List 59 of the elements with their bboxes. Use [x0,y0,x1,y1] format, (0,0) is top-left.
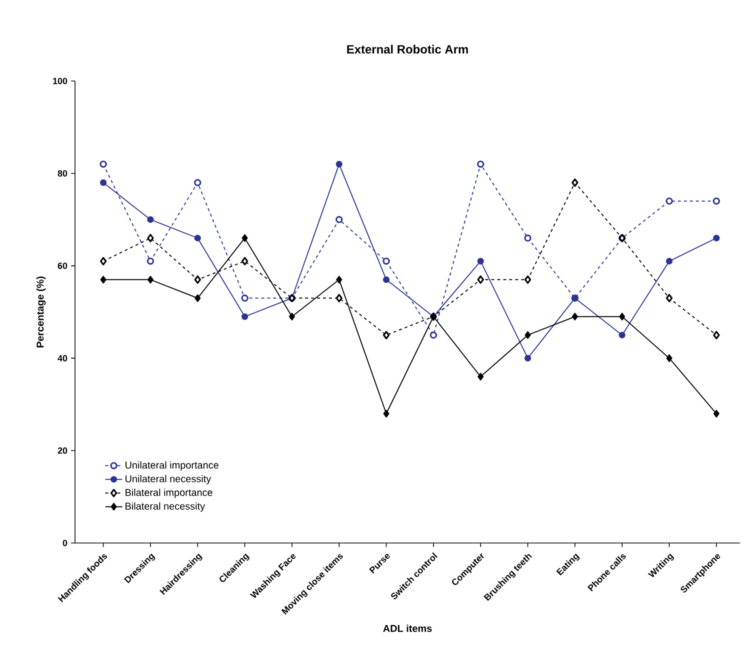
point [242,313,248,320]
point [382,330,390,340]
y-tick-label: 60 [58,262,68,269]
point [524,354,532,362]
point [477,275,484,284]
point [524,331,531,339]
point [100,256,107,266]
point [713,234,720,242]
point [336,160,342,168]
point [382,276,390,283]
point [241,294,248,302]
point [194,234,201,242]
point [241,256,248,266]
point [383,410,390,418]
point [572,312,578,321]
point [336,276,342,284]
point [430,332,438,339]
point [619,312,626,321]
point [666,294,673,302]
point [524,275,532,284]
point [288,312,295,321]
point [666,354,672,362]
x-axis-title: ADL items [383,624,432,632]
point [147,234,154,242]
point [336,294,342,302]
point [242,234,248,242]
point [100,179,107,186]
legend-label: Unilateral importance [126,461,218,471]
y-axis-title: Percentage (%) [36,276,46,348]
point [666,258,673,264]
y-tick-label: 0 [62,540,68,546]
y-tick-label: 80 [58,170,68,177]
point [666,198,673,205]
point [336,216,343,224]
y-tick-label: 40 [58,355,68,362]
point [618,332,626,338]
point [147,216,154,223]
point [146,258,154,265]
point [524,234,532,242]
point [194,275,201,284]
y-tick-label: 20 [58,447,68,454]
point [713,410,720,418]
point [100,160,107,168]
chart-title: External Robotic Arm [347,44,468,54]
point [147,276,154,284]
point [382,258,390,265]
point [477,160,484,168]
point [713,330,720,340]
point [194,294,201,302]
legend-label: Bilateral necessity [126,502,206,512]
point [477,258,484,264]
point [572,178,578,187]
legend-label: Bilateral importance [126,488,212,498]
point [712,198,720,205]
point [194,179,202,186]
legend-label: Unilateral necessity [126,474,212,484]
point [478,372,484,381]
point [100,276,106,284]
y-tick-label: 100 [53,78,68,84]
